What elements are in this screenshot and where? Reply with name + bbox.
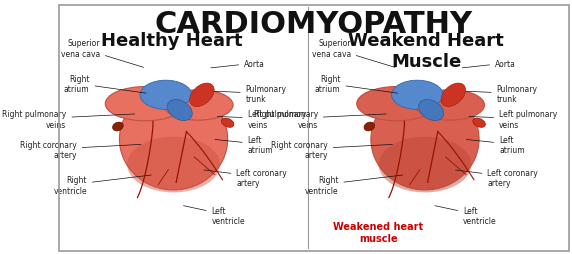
Text: Right
atrium: Right atrium [64,74,146,94]
Ellipse shape [441,84,466,107]
Text: Right
ventricle: Right ventricle [305,175,403,195]
Text: Left
atrium: Left atrium [466,135,525,154]
Text: Right coronary
artery: Right coronary artery [271,140,392,160]
Text: Pulmonary
trunk: Pulmonary trunk [212,85,287,104]
Ellipse shape [164,90,233,121]
Text: Pulmonary
trunk: Pulmonary trunk [464,85,538,104]
Ellipse shape [105,87,185,121]
Ellipse shape [221,119,234,128]
Ellipse shape [419,100,444,121]
Text: Left pulmonary
veins: Left pulmonary veins [217,110,306,129]
Text: Left coronary
artery: Left coronary artery [455,168,538,187]
Ellipse shape [140,81,192,110]
Text: Left
ventricle: Left ventricle [435,206,496,225]
Ellipse shape [379,137,471,193]
Text: Left
atrium: Left atrium [215,135,273,154]
Text: Left pulmonary
veins: Left pulmonary veins [469,110,558,129]
Ellipse shape [127,137,220,193]
Text: Left
ventricle: Left ventricle [184,206,245,225]
Text: Healthy Heart: Healthy Heart [101,32,243,50]
Ellipse shape [473,119,486,128]
Ellipse shape [391,81,443,110]
Text: Left coronary
artery: Left coronary artery [204,168,287,187]
Text: Right
atrium: Right atrium [315,74,398,94]
Ellipse shape [190,84,214,107]
Text: Right pulmonary
veins: Right pulmonary veins [253,110,386,129]
Text: Right
ventricle: Right ventricle [53,175,151,195]
Ellipse shape [167,100,192,121]
Text: Right coronary
artery: Right coronary artery [20,140,141,160]
Text: Weakend Heart
Muscle: Weakend Heart Muscle [348,32,504,71]
Text: Superior
vena cava: Superior vena cava [61,39,144,68]
Text: Superior
vena cava: Superior vena cava [312,39,395,68]
Ellipse shape [120,89,228,190]
Ellipse shape [415,90,484,121]
Ellipse shape [364,123,375,131]
Ellipse shape [113,123,123,131]
Ellipse shape [357,87,436,121]
Ellipse shape [371,89,479,190]
Text: Aorta: Aorta [211,59,265,69]
Text: Aorta: Aorta [462,59,516,69]
Text: Weakened heart
muscle: Weakened heart muscle [333,221,423,243]
Text: Right pulmonary
veins: Right pulmonary veins [2,110,135,129]
Text: CARDIOMYOPATHY: CARDIOMYOPATHY [154,10,472,38]
